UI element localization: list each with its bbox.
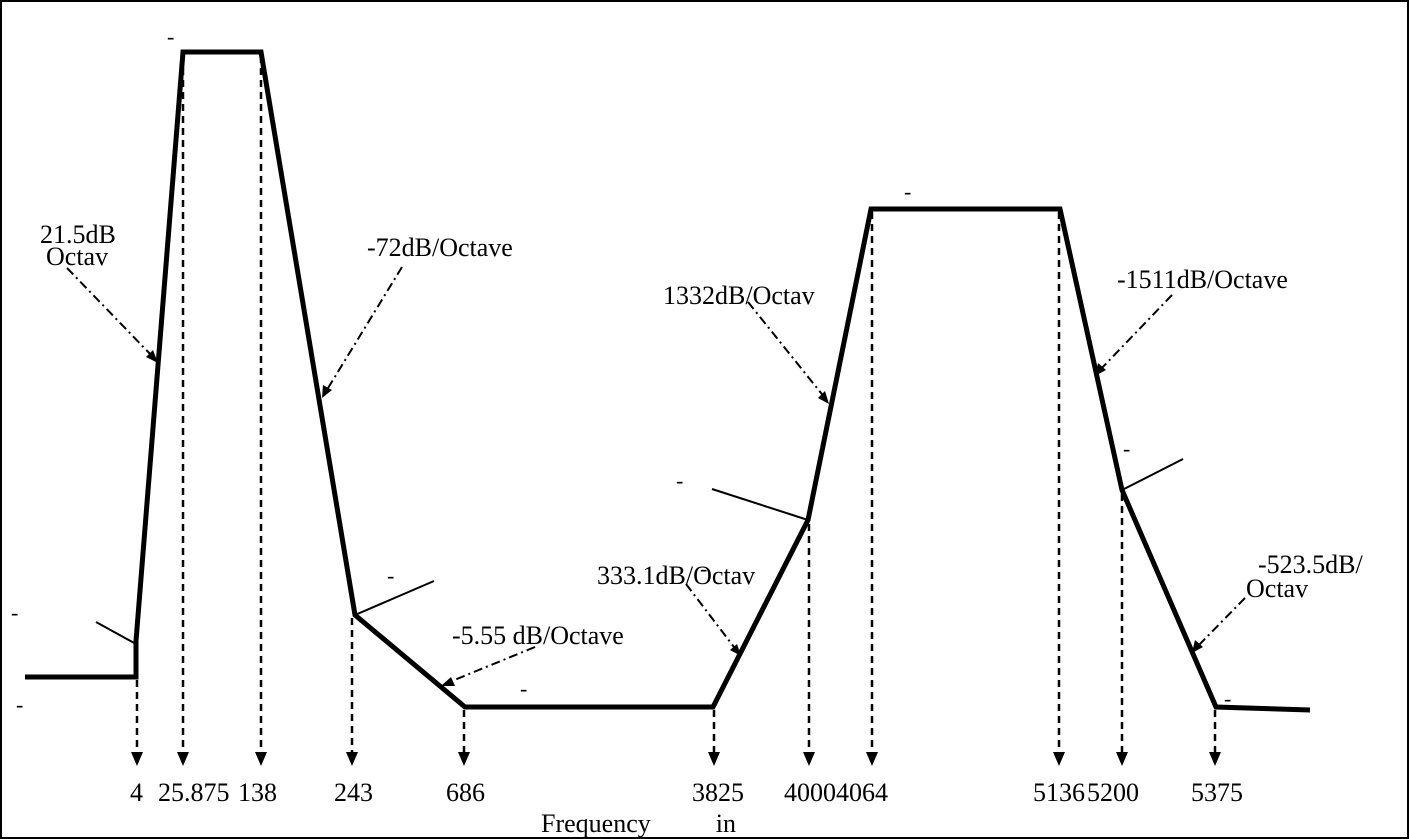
freq-label-138: 138	[238, 778, 277, 807]
marker-line-left-step	[95, 621, 137, 645]
slope-label-rise-2-line-1: 333.1dB/Octav	[597, 561, 755, 590]
slope-label-fall-1: -72dB/Octave	[367, 233, 513, 262]
arrowhead-3825	[708, 752, 720, 766]
freq-label-4: 4	[130, 778, 143, 807]
slope-label-rise-1-line-1: 21.5dB	[40, 220, 116, 249]
leader-arrow-fall-2	[441, 677, 455, 686]
freq-label-686: 686	[446, 778, 485, 807]
arrowhead-5375	[1209, 752, 1221, 766]
freq-label-5136: 5136	[1033, 778, 1085, 807]
slope-label-rise-3-line-1: 1332dB/Octav	[663, 281, 815, 310]
leader-rise-3	[747, 301, 826, 399]
leader-fall-3	[1098, 294, 1173, 372]
slope-label-rise-1-line-2: Octav	[46, 242, 108, 271]
level-mark-4: -	[11, 600, 18, 625]
arrowhead-25-875	[177, 752, 189, 766]
leader-arrow-fall-4	[1192, 640, 1203, 653]
slope-label-fall-1-line-1: -72dB/Octave	[367, 233, 513, 262]
level-marks: - - - - - - - - - -	[11, 24, 1231, 717]
slope-label-fall-3-line-1: -1511dB/Octave	[1117, 265, 1288, 294]
slope-label-rise-2: 333.1dB/Octav	[597, 561, 755, 590]
arrowhead-5200	[1116, 752, 1128, 766]
level-mark-3: -	[387, 563, 394, 588]
level-mark-7: -	[676, 468, 683, 493]
leader-fall-1	[324, 266, 403, 394]
level-mark-2: -	[904, 179, 911, 204]
arrowhead-5136	[1053, 752, 1065, 766]
arrowhead-138	[255, 752, 267, 766]
freq-label-5200: 5200	[1087, 778, 1139, 807]
marker-line-5200	[1121, 458, 1184, 491]
slope-label-fall-4: -523.5dB/ Octav	[1246, 550, 1369, 603]
slope-label-fall-3: -1511dB/Octave	[1117, 265, 1288, 294]
freq-label-4000: 4000	[784, 778, 836, 807]
arrowhead-4064	[866, 752, 878, 766]
level-mark-6: -	[520, 676, 527, 701]
slope-label-fall-4-line-1: -523.5dB/	[1258, 550, 1364, 579]
response-curve	[25, 49, 1311, 713]
slope-label-fall-2: -5.55 dB/Octave	[452, 621, 624, 650]
leader-rise-2	[685, 583, 738, 652]
leader-fall-4	[1195, 597, 1246, 649]
slope-leader-lines	[66, 266, 1246, 686]
slope-label-fall-4-line-2: Octav	[1246, 574, 1308, 603]
leader-rise-1	[66, 267, 155, 359]
arrowhead-686	[458, 752, 470, 766]
freq-label-3825: 3825	[692, 778, 744, 807]
leader-fall-2	[446, 646, 536, 684]
level-mark-5: -	[16, 692, 23, 717]
frequency-drop-lines	[131, 56, 1221, 766]
marker-line-4000	[711, 488, 809, 521]
leader-arrow-fall-3	[1095, 363, 1106, 376]
leader-arrow-rise-3	[818, 391, 829, 404]
frequency-labels: 4 25.875 138 243 686 3825 4000 4064 5136…	[130, 778, 1243, 807]
leader-arrow-rise-1	[146, 350, 158, 363]
arrowhead-243	[346, 752, 358, 766]
slope-label-fall-2-line-1: -5.55 dB/Octave	[452, 621, 624, 650]
leader-arrow-fall-1	[322, 385, 332, 398]
level-mark-10: -	[700, 556, 707, 581]
axis-title: Frequency in	[541, 809, 736, 838]
marker-line-243	[354, 580, 435, 616]
level-mark-1: -	[167, 24, 174, 49]
level-mark-8: -	[1123, 436, 1130, 461]
level-mark-9: -	[1224, 686, 1231, 711]
slope-label-rise-1: 21.5dB Octav	[40, 220, 122, 271]
slope-label-rise-3: 1332dB/Octav	[663, 281, 815, 310]
arrowhead-4000	[803, 752, 815, 766]
freq-label-243: 243	[334, 778, 373, 807]
arrowhead-4	[131, 752, 143, 766]
leader-arrow-rise-2	[730, 644, 741, 656]
freq-label-25-875: 25.875	[158, 778, 230, 807]
freq-label-5375: 5375	[1191, 778, 1243, 807]
freq-label-4064: 4064	[836, 778, 888, 807]
